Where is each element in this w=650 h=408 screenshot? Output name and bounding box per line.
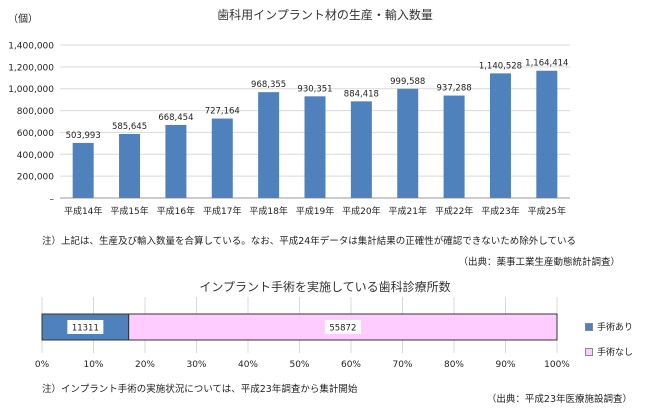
top-chart-note: 注）上記は、生産及び輸入数量を合算している。なお、平成24年データは集計結果の正… bbox=[42, 236, 577, 247]
y-tick-label: 400,000 bbox=[17, 151, 54, 161]
bar-data-label: 668,454 bbox=[158, 113, 193, 123]
x-tick-label: 平成25年 bbox=[528, 205, 566, 217]
y-tick-label: – bbox=[50, 195, 55, 205]
x-tick-label: 40% bbox=[238, 360, 258, 370]
x-tick-label: 平成21年 bbox=[389, 205, 427, 217]
y-tick-label: 200,000 bbox=[17, 173, 54, 183]
x-tick-label: 10% bbox=[83, 360, 103, 370]
y-tick-label: 1,400,000 bbox=[8, 42, 54, 52]
bar bbox=[72, 142, 94, 198]
bar bbox=[397, 88, 419, 198]
x-tick-label: 60% bbox=[341, 360, 361, 370]
x-tick-label: 平成16年 bbox=[157, 205, 195, 217]
x-tick-label: 平成18年 bbox=[249, 205, 287, 217]
x-tick-label: 30% bbox=[186, 360, 206, 370]
bar-data-label: 503,993 bbox=[66, 131, 101, 141]
y-tick-label: 1,000,000 bbox=[8, 85, 54, 95]
segment-label-box bbox=[324, 320, 361, 334]
segment-label-box bbox=[67, 320, 104, 334]
top-chart-title: 歯科用インプラント材の生産・輸入数量 bbox=[217, 8, 433, 22]
bar bbox=[304, 96, 326, 198]
bar-data-label: 999,588 bbox=[390, 77, 425, 87]
x-tick-label: 20% bbox=[135, 360, 155, 370]
stacked-bar-segment bbox=[41, 313, 130, 341]
bar bbox=[165, 124, 187, 198]
x-tick-label: 90% bbox=[495, 360, 515, 370]
legend-item-without-surgery: 手術なし bbox=[585, 345, 633, 358]
x-tick-label: 0% bbox=[35, 360, 50, 370]
x-tick-label: 平成20年 bbox=[342, 205, 380, 217]
y-tick-label: 800,000 bbox=[17, 107, 54, 117]
y-tick-label: 600,000 bbox=[17, 129, 54, 139]
legend-swatch bbox=[585, 347, 593, 356]
bar-data-label: 1,164,414 bbox=[525, 59, 568, 69]
bar-data-label: 1,140,528 bbox=[479, 61, 522, 71]
x-tick-label: 50% bbox=[289, 360, 309, 370]
y-axis-unit-label: （個） bbox=[8, 12, 38, 25]
bar-data-label: 937,288 bbox=[437, 84, 472, 94]
x-tick-label: 平成23年 bbox=[481, 205, 519, 217]
y-tick-label: 1,200,000 bbox=[8, 63, 54, 73]
x-tick-label: 平成22年 bbox=[435, 205, 473, 217]
bar bbox=[211, 118, 233, 198]
segment-data-label: 11311 bbox=[72, 324, 99, 334]
legend-label: 手術あり bbox=[597, 323, 634, 333]
x-tick-label: 80% bbox=[444, 360, 464, 370]
bar bbox=[258, 92, 280, 198]
bottom-chart-source: （出典：平成23年医療施設調査） bbox=[486, 394, 632, 405]
x-tick-label: 平成14年 bbox=[64, 205, 102, 217]
legend-swatch bbox=[585, 322, 593, 331]
x-tick-label: 平成15年 bbox=[110, 205, 148, 217]
bar bbox=[119, 133, 141, 198]
segment-data-label: 55872 bbox=[329, 324, 356, 334]
bottom-chart-title: インプラント手術を実施している歯科診療所数 bbox=[199, 280, 451, 294]
legend-item-with-surgery: 手術あり bbox=[585, 320, 633, 333]
bar-data-label: 930,351 bbox=[297, 84, 332, 94]
x-tick-label: 100% bbox=[544, 360, 570, 370]
x-tick-label: 70% bbox=[392, 360, 412, 370]
x-tick-label: 平成19年 bbox=[296, 205, 334, 217]
top-chart-source: （出典：薬事工業生産動態統計調査） bbox=[458, 257, 620, 268]
bar-data-label: 968,355 bbox=[251, 80, 286, 90]
bottom-chart-legend: 手術あり 手術なし bbox=[585, 320, 633, 358]
bar bbox=[489, 73, 511, 198]
legend-label: 手術なし bbox=[597, 348, 634, 358]
bar bbox=[536, 70, 558, 198]
bottom-chart-note: 注）インプラント手術の実施状況については、平成23年調査から集計開始 bbox=[42, 384, 358, 395]
bar-data-label: 585,645 bbox=[112, 122, 147, 132]
bar-data-label: 884,418 bbox=[344, 89, 379, 99]
bar-data-label: 727,164 bbox=[205, 107, 240, 117]
bar bbox=[350, 101, 372, 198]
x-tick-label: 平成17年 bbox=[203, 205, 241, 217]
bar bbox=[443, 95, 465, 198]
